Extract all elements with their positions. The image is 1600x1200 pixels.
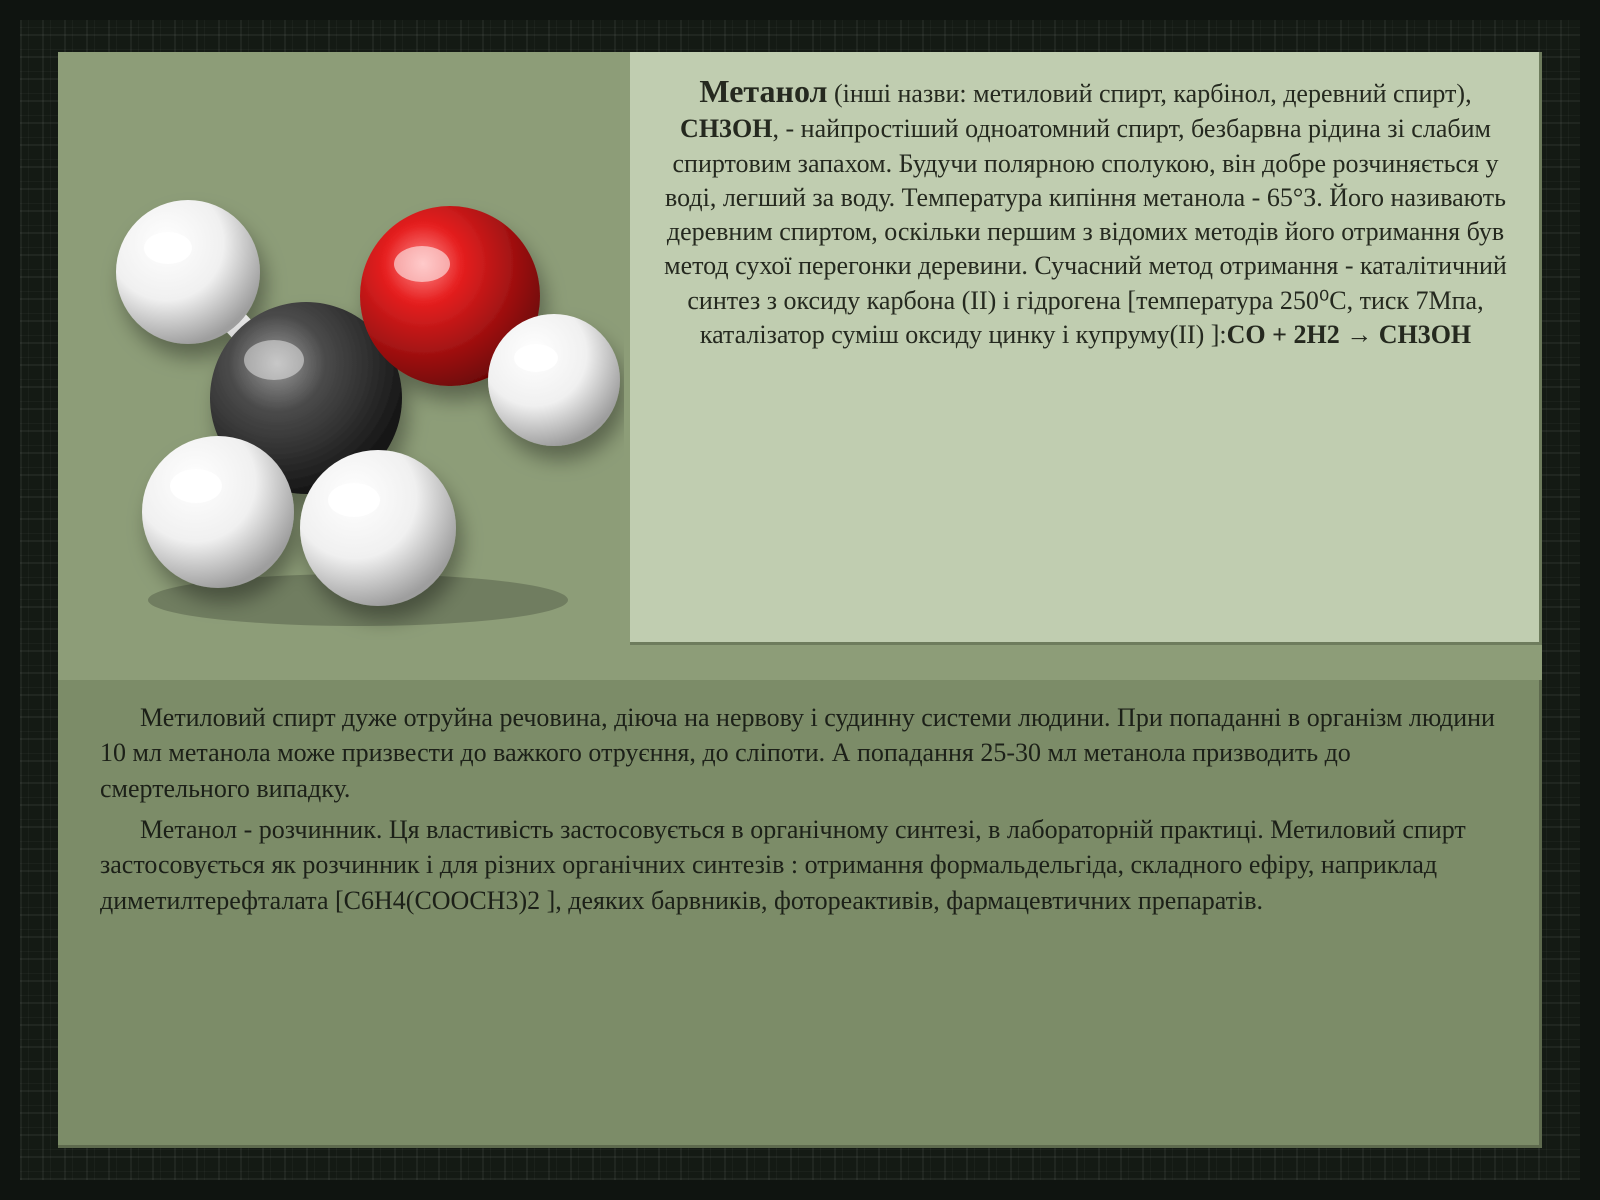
title: Метанол (699, 73, 827, 109)
atom-h4 (488, 314, 620, 446)
body-1: , - найпростіший одноатомний спирт, безб… (664, 114, 1507, 349)
lead-text: (інші назви: метиловий спирт, карбінол, … (827, 79, 1471, 108)
atom-h1-highlight (144, 232, 192, 264)
atom-carbon-highlight (244, 340, 304, 380)
atom-h1 (116, 200, 260, 344)
methanol-molecule-svg (68, 80, 624, 640)
molecule-group (116, 200, 620, 606)
atom-h2 (142, 436, 294, 588)
molecule-image (68, 80, 624, 640)
bottom-p2: Метанол - розчинник. Ця властивість заст… (100, 812, 1497, 918)
atom-h3 (300, 450, 456, 606)
bottom-text-box: Метиловий спирт дуже отруйна речовина, д… (58, 680, 1542, 1148)
formula: CH3OH (680, 114, 772, 143)
atom-h4-highlight (514, 344, 558, 372)
reaction: CO + 2H2 → CH3OH (1227, 320, 1472, 349)
atom-h2-highlight (170, 469, 222, 503)
atom-oxygen-highlight (394, 246, 450, 282)
textured-frame: Метанол (інші назви: метиловий спирт, ка… (20, 20, 1580, 1180)
top-text-box: Метанол (інші назви: метиловий спирт, ка… (630, 52, 1542, 645)
atom-h3-highlight (328, 483, 380, 517)
slide: Метанол (інші назви: метиловий спирт, ка… (58, 52, 1542, 1148)
bottom-p1: Метиловий спирт дуже отруйна речовина, д… (100, 700, 1497, 806)
